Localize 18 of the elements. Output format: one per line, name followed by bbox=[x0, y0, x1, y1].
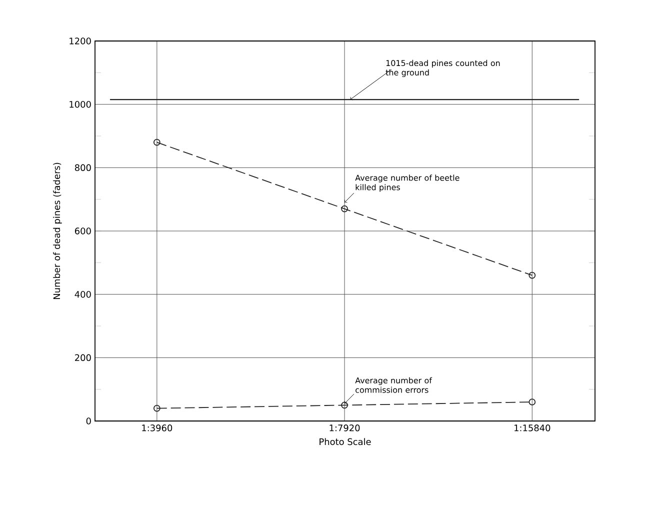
x-tick-label: 1:3960 bbox=[142, 424, 172, 432]
point bbox=[341, 402, 348, 409]
point bbox=[528, 398, 536, 406]
y-tick-label: 0 bbox=[86, 418, 91, 424]
x-tick-label: 1:7920 bbox=[330, 424, 360, 432]
y-tick-label: 1200 bbox=[70, 38, 91, 44]
point bbox=[153, 404, 160, 412]
y-tick-label: 1000 bbox=[70, 100, 91, 108]
y-axis-title: Number of dead pines (faders) bbox=[53, 162, 62, 299]
y-tick-label: 800 bbox=[74, 164, 91, 172]
y-tick-label: 200 bbox=[75, 354, 91, 362]
x-axis-title: Photo Scale bbox=[320, 438, 371, 446]
x-tick-label: 1:15840 bbox=[514, 424, 550, 432]
point bbox=[153, 138, 160, 146]
y-tick-label: 600 bbox=[74, 228, 91, 234]
y-tick-label: 400 bbox=[74, 290, 91, 298]
point bbox=[528, 272, 536, 279]
point bbox=[341, 205, 348, 212]
